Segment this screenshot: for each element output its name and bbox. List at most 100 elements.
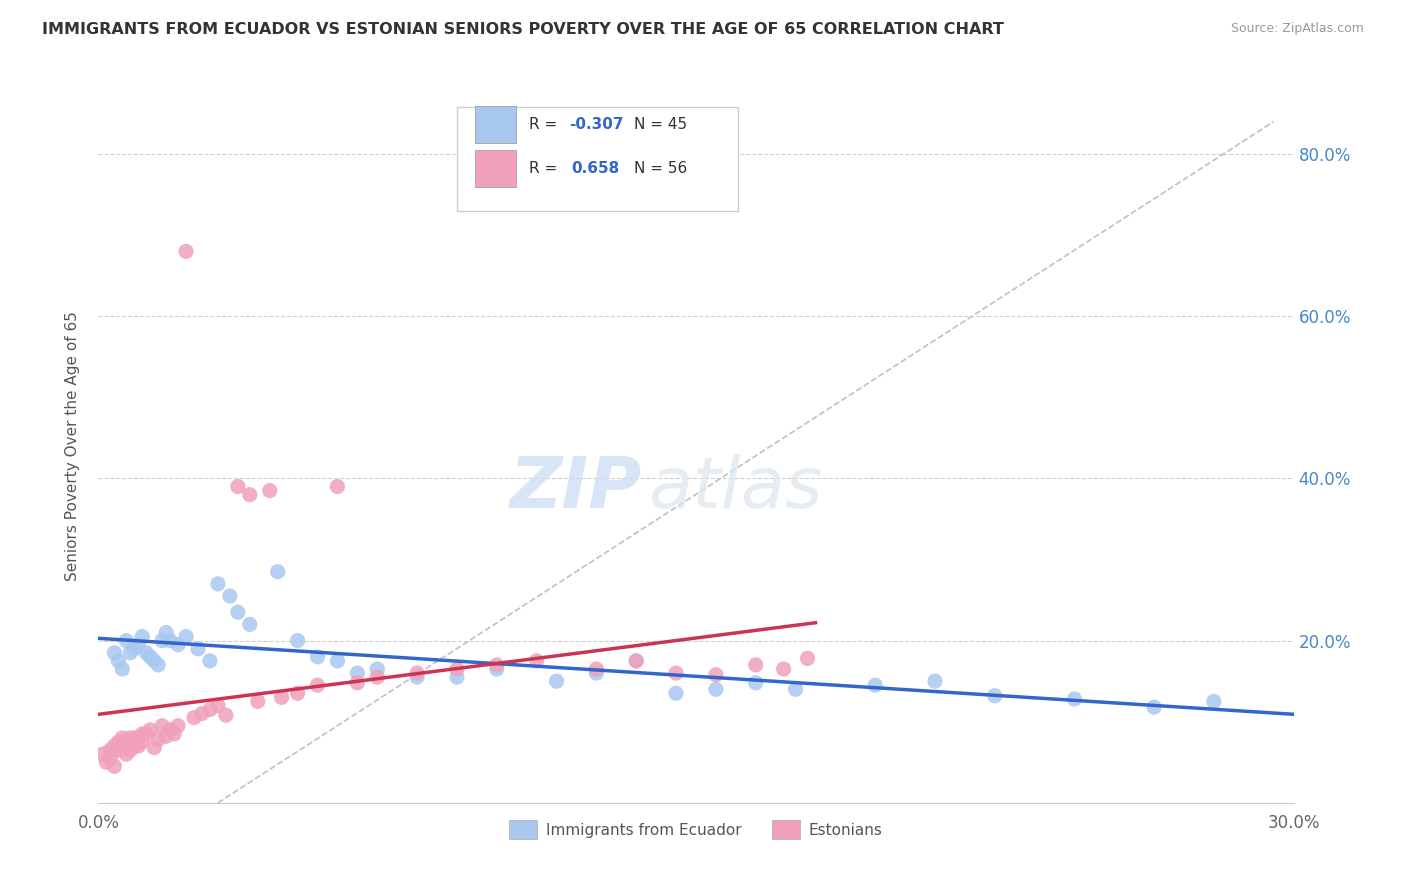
Point bbox=[307, 678, 329, 692]
Point bbox=[159, 723, 181, 737]
Point bbox=[174, 244, 197, 259]
Point bbox=[91, 747, 114, 761]
Point bbox=[1143, 700, 1166, 714]
Point bbox=[103, 646, 125, 660]
Text: Source: ZipAtlas.com: Source: ZipAtlas.com bbox=[1230, 22, 1364, 36]
Point bbox=[239, 488, 262, 502]
Point bbox=[585, 666, 607, 681]
Point bbox=[207, 698, 229, 713]
Point bbox=[326, 479, 349, 493]
Point bbox=[131, 727, 153, 741]
Point bbox=[135, 727, 157, 741]
Point bbox=[127, 739, 149, 753]
Point bbox=[150, 633, 173, 648]
Point bbox=[131, 630, 153, 644]
Point bbox=[127, 638, 149, 652]
Point bbox=[148, 657, 170, 672]
Text: atlas: atlas bbox=[648, 454, 823, 524]
Point bbox=[865, 678, 887, 692]
Point bbox=[191, 706, 214, 721]
Point bbox=[485, 657, 508, 672]
FancyBboxPatch shape bbox=[475, 150, 516, 187]
Point bbox=[198, 702, 221, 716]
Point bbox=[155, 625, 177, 640]
Point bbox=[1202, 694, 1225, 708]
Point bbox=[111, 731, 134, 745]
Point bbox=[103, 739, 125, 753]
Point bbox=[239, 617, 262, 632]
Point bbox=[115, 747, 138, 761]
Text: ZIP: ZIP bbox=[510, 454, 643, 524]
Point bbox=[446, 670, 468, 684]
Point bbox=[267, 565, 290, 579]
Point bbox=[626, 654, 648, 668]
FancyBboxPatch shape bbox=[457, 107, 738, 211]
Point bbox=[103, 759, 125, 773]
Point bbox=[665, 686, 688, 700]
Point bbox=[984, 689, 1007, 703]
Point bbox=[98, 743, 122, 757]
Point bbox=[366, 670, 388, 684]
Point bbox=[226, 479, 249, 493]
Point bbox=[107, 654, 129, 668]
Point bbox=[704, 667, 727, 681]
Point bbox=[198, 654, 221, 668]
Point bbox=[131, 735, 153, 749]
FancyBboxPatch shape bbox=[475, 106, 516, 143]
Point bbox=[167, 638, 190, 652]
Point bbox=[135, 646, 157, 660]
Point bbox=[287, 686, 309, 700]
Point bbox=[785, 682, 807, 697]
Point bbox=[704, 682, 727, 697]
Point bbox=[107, 743, 129, 757]
Point bbox=[143, 654, 166, 668]
Point bbox=[148, 732, 170, 747]
Point bbox=[98, 751, 122, 765]
Point bbox=[526, 654, 548, 668]
Point bbox=[111, 735, 134, 749]
Point bbox=[96, 756, 118, 770]
Point bbox=[155, 729, 177, 743]
Point bbox=[626, 654, 648, 668]
Point bbox=[143, 740, 166, 755]
Text: N = 45: N = 45 bbox=[634, 117, 688, 132]
Point bbox=[772, 662, 794, 676]
Point bbox=[115, 633, 138, 648]
Point bbox=[745, 675, 768, 690]
Point bbox=[924, 674, 946, 689]
Point bbox=[163, 727, 186, 741]
Point bbox=[796, 651, 818, 665]
Point bbox=[406, 670, 429, 684]
Text: IMMIGRANTS FROM ECUADOR VS ESTONIAN SENIORS POVERTY OVER THE AGE OF 65 CORRELATI: IMMIGRANTS FROM ECUADOR VS ESTONIAN SENI… bbox=[42, 22, 1004, 37]
Text: N = 56: N = 56 bbox=[634, 161, 688, 176]
Legend: Immigrants from Ecuador, Estonians: Immigrants from Ecuador, Estonians bbox=[503, 814, 889, 845]
Point bbox=[183, 711, 205, 725]
Point bbox=[287, 633, 309, 648]
Point bbox=[111, 662, 134, 676]
Point bbox=[307, 649, 329, 664]
Point bbox=[406, 666, 429, 681]
Point bbox=[485, 662, 508, 676]
Point bbox=[446, 662, 468, 676]
Point bbox=[167, 719, 190, 733]
Point bbox=[246, 694, 269, 708]
Point bbox=[159, 633, 181, 648]
Point bbox=[139, 649, 162, 664]
Point bbox=[585, 662, 607, 676]
Point bbox=[215, 708, 238, 723]
Point bbox=[346, 666, 368, 681]
Text: 0.658: 0.658 bbox=[572, 161, 620, 176]
Point bbox=[1063, 692, 1085, 706]
Point bbox=[107, 735, 129, 749]
Point bbox=[127, 731, 149, 745]
Point bbox=[219, 589, 242, 603]
Point bbox=[120, 731, 142, 745]
Y-axis label: Seniors Poverty Over the Age of 65: Seniors Poverty Over the Age of 65 bbox=[65, 311, 80, 581]
Text: R =: R = bbox=[529, 117, 562, 132]
Point bbox=[124, 641, 146, 656]
Point bbox=[207, 577, 229, 591]
Point bbox=[150, 719, 173, 733]
Point bbox=[259, 483, 281, 498]
Point bbox=[120, 743, 142, 757]
Point bbox=[187, 641, 209, 656]
